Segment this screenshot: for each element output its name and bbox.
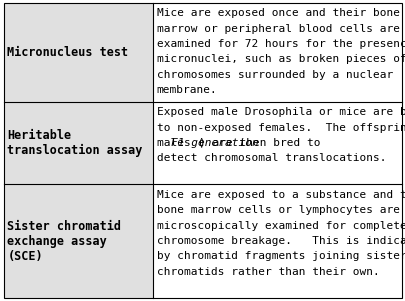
Text: membrane.: membrane. <box>156 85 217 95</box>
Text: detect chromosomal translocations.: detect chromosomal translocations. <box>156 153 385 163</box>
Bar <box>4 3 153 102</box>
Text: Mice are exposed once and their bone: Mice are exposed once and their bone <box>156 8 399 18</box>
Text: by chromatid fragments joining sister: by chromatid fragments joining sister <box>156 251 405 261</box>
Bar <box>4 102 153 185</box>
Text: chromatids rather than their own.: chromatids rather than their own. <box>156 267 378 277</box>
Text: Heritable
translocation assay: Heritable translocation assay <box>7 129 142 157</box>
Text: chromosomes surrounded by a nuclear: chromosomes surrounded by a nuclear <box>156 70 392 80</box>
Text: examined for 72 hours for the presence of: examined for 72 hours for the presence o… <box>156 39 405 49</box>
Bar <box>153 3 401 102</box>
Text: males (: males ( <box>156 138 203 148</box>
Text: to non-exposed females.  The offspring: to non-exposed females. The offspring <box>156 123 405 133</box>
Text: bone marrow cells or lymphocytes are: bone marrow cells or lymphocytes are <box>156 205 399 215</box>
Bar <box>153 102 401 185</box>
Text: F1 generation: F1 generation <box>171 138 258 148</box>
Text: Mice are exposed to a substance and their: Mice are exposed to a substance and thei… <box>156 190 405 200</box>
Text: microscopically examined for complete: microscopically examined for complete <box>156 221 405 231</box>
Text: Sister chromatid
exchange assay
(SCE): Sister chromatid exchange assay (SCE) <box>7 220 121 263</box>
Text: ) are then bred to: ) are then bred to <box>198 138 320 148</box>
Text: marrow or peripheral blood cells are: marrow or peripheral blood cells are <box>156 24 399 34</box>
Text: Micronucleus test: Micronucleus test <box>7 46 128 59</box>
Bar <box>153 185 401 298</box>
Bar <box>4 185 153 298</box>
Text: chromosome breakage.   This is indicated: chromosome breakage. This is indicated <box>156 236 405 246</box>
Text: micronuclei, such as broken pieces of: micronuclei, such as broken pieces of <box>156 54 405 64</box>
Text: Exposed male Drosophila or mice are bred: Exposed male Drosophila or mice are bred <box>156 107 405 117</box>
